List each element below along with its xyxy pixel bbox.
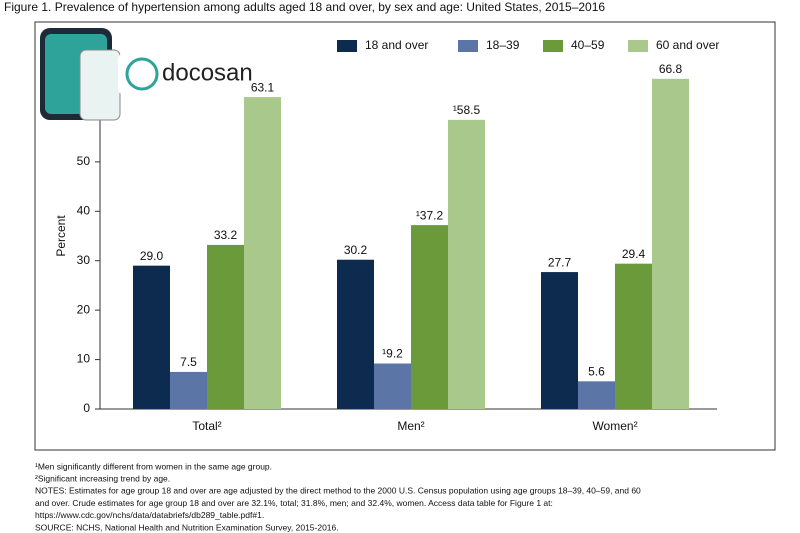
legend-label: 60 and over <box>656 38 719 52</box>
bar <box>207 244 244 409</box>
legend-label: 18–39 <box>486 38 520 52</box>
data-label: ¹9.2 <box>382 347 403 361</box>
logo-icon <box>125 57 159 91</box>
x-tick-label: Men² <box>397 419 424 433</box>
bar <box>541 272 578 409</box>
y-tick-label: 30 <box>77 253 91 267</box>
data-label: ¹37.2 <box>416 208 444 222</box>
data-label: 7.5 <box>180 355 197 369</box>
bar <box>578 381 615 409</box>
chart-title: Figure 1. Prevalence of hypertension amo… <box>4 0 605 14</box>
bar <box>652 78 689 410</box>
footnote: SOURCE: NCHS, National Health and Nutrit… <box>35 522 339 532</box>
y-tick-label: 10 <box>77 352 91 366</box>
watermark-text: docosan <box>162 59 253 86</box>
x-tick-label: Total² <box>192 419 221 433</box>
data-label: 66.8 <box>659 62 683 76</box>
data-label: 29.4 <box>622 247 646 261</box>
bar <box>170 371 207 409</box>
data-label: 33.2 <box>214 228 238 242</box>
data-label: 63.1 <box>251 80 275 94</box>
legend-swatch <box>543 40 563 52</box>
footnote: ¹Men significantly different from women … <box>35 461 272 471</box>
y-tick-label: 40 <box>77 203 91 217</box>
legend-swatch <box>337 40 357 52</box>
legend-label: 40–59 <box>571 38 605 52</box>
bar <box>244 97 281 409</box>
y-axis-label: Percent <box>54 215 68 257</box>
data-label: 29.0 <box>140 249 164 263</box>
footnote: NOTES: Estimates for age group 18 and ov… <box>35 486 641 496</box>
phone-2 <box>79 49 121 121</box>
bar <box>411 225 448 409</box>
data-label: 5.6 <box>588 364 605 378</box>
data-label: 27.7 <box>548 255 572 269</box>
x-tick-label: Women² <box>592 419 637 433</box>
data-label: 30.2 <box>344 243 368 257</box>
bar <box>615 263 652 409</box>
bar <box>448 119 485 409</box>
chart-frame <box>34 21 776 451</box>
bar <box>337 259 374 409</box>
legend-label: 18 and over <box>365 38 428 52</box>
y-tick-label: 0 <box>83 401 90 415</box>
legend-swatch <box>628 40 648 52</box>
bar <box>374 363 411 409</box>
legend-swatch <box>458 40 478 52</box>
y-tick-label: 50 <box>77 154 91 168</box>
footnote: and over. Crude estimates for age group … <box>35 498 553 508</box>
data-label: ¹58.5 <box>453 103 481 117</box>
watermark: docosan <box>40 28 253 121</box>
y-tick-label: 20 <box>77 302 91 316</box>
footnote: ²Significant increasing trend by age. <box>35 473 170 483</box>
footnote: https://www.cdc.gov/nchs/data/databriefs… <box>35 510 264 520</box>
bar <box>133 265 170 409</box>
